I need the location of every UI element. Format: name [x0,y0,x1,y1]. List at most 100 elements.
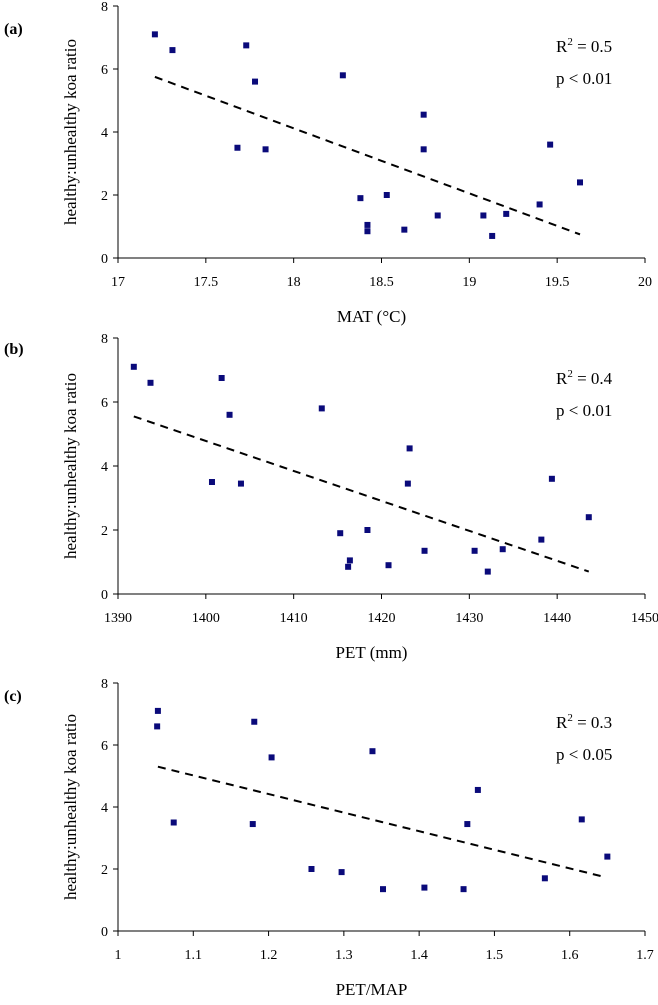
data-point [404,480,411,487]
data-point [421,547,428,554]
y-tick-label: 6 [101,396,108,411]
data-point [578,816,585,823]
r-squared-value: = 0.5 [573,37,612,56]
r-squared-superscript: 2 [567,712,573,724]
data-point [130,363,137,370]
x-tick-label: 18.5 [369,275,394,290]
y-tick-label: 6 [101,63,108,78]
data-point [364,228,371,235]
data-point [364,221,371,228]
y-tick-label: 6 [101,739,108,754]
x-tick-label: 1.6 [561,948,579,963]
data-point [420,111,427,118]
panel-c: (c) 0 2 4 6 8 1 1.1 1.2 1.3 1.4 1.5 1.6 1.7 PET/MAP hea… [4,677,654,999]
x-tick-label: 1.7 [636,948,654,963]
r-squared-superscript: 2 [567,368,573,380]
x-tick-label: 1420 [368,611,396,626]
panel-label: (b) [4,341,24,358]
data-point [471,547,478,554]
data-point [251,718,258,725]
y-tick-label: 2 [101,524,108,539]
x-tick-label: 1430 [455,611,483,626]
y-axis-title: healthy:unhealthy koa ratio [61,714,80,900]
data-point [489,232,496,239]
data-point [421,884,428,891]
trend-line [154,75,581,236]
x-tick-label: 1.3 [335,948,353,963]
data-point [460,886,467,893]
data-point [249,821,256,828]
data-point [585,514,592,521]
data-point [383,192,390,198]
y-axis-title: healthy:unhealthy koa ratio [61,39,80,225]
y-tick-label: 0 [101,925,108,940]
data-point [226,411,233,418]
p-value-label: p < 0.01 [556,401,612,420]
trend-line [133,415,590,573]
x-axis-title: PET/MAP [336,980,408,999]
panel-b: (b) 0 2 4 6 8 1390 1400 1410 1420 1430 1440 1450 PET … [4,332,658,662]
y-tick-label: 0 [101,252,108,267]
trend-line [157,765,604,878]
y-tick-label: 8 [101,0,108,15]
data-point [208,479,215,485]
data-point [308,866,315,872]
data-point [234,144,241,151]
data-point [503,210,510,217]
data-point [338,869,345,876]
y-axis-title: healthy:unhealthy koa ratio [61,373,80,559]
data-point [577,179,584,186]
data-point [536,201,543,208]
x-tick-label: 1.5 [486,948,504,963]
data-point [170,819,177,826]
y-tick-label: 8 [101,677,108,692]
x-tick-label: 1.1 [185,948,203,963]
data-point [364,527,371,533]
data-point [346,557,353,564]
x-axis-title: MAT (°C) [337,307,406,326]
data-point [541,875,548,882]
data-point [480,212,487,219]
r-squared-base: R [556,37,568,56]
data-point [474,786,481,793]
x-tick-label: 1400 [192,611,220,626]
data-point [401,226,408,233]
data-point [151,31,158,38]
data-point [339,72,346,79]
x-tick-label: 19 [462,275,476,290]
x-axis-title: PET (mm) [336,643,408,662]
data-point [345,563,352,570]
data-point [337,530,344,537]
y-tick-label: 4 [101,801,108,816]
r-squared-label: R2 = 0.5 [556,36,612,56]
x-tick-label: 1.2 [260,948,278,963]
panel-a: (a) 0 2 4 6 8 17 17.5 18 18.5 19 19.5 20 MAT (°C) heal… [4,0,652,326]
data-point [420,146,427,153]
r-squared-label: R2 = 0.4 [556,368,613,388]
data-point [154,723,161,730]
data-point [147,379,154,386]
x-tick-label: 19.5 [545,275,570,290]
p-value-label: p < 0.01 [556,69,612,88]
data-point [406,445,413,452]
data-point [237,480,244,487]
data-point [357,195,364,202]
x-tick-label: 1.4 [410,948,428,963]
data-point [318,405,325,412]
data-point [369,748,376,755]
y-tick-label: 2 [101,189,108,204]
data-point [154,707,161,714]
data-point [434,212,441,219]
data-point [262,146,269,153]
data-point [252,78,259,85]
x-tick-label: 17 [111,275,125,290]
y-tick-label: 8 [101,332,108,347]
panel-label: (c) [4,688,22,705]
data-point [169,47,176,54]
x-tick-label: 1390 [104,611,132,626]
x-tick-label: 1 [115,948,122,963]
data-point [547,141,554,148]
y-tick-label: 2 [101,863,108,878]
x-tick-label: 1410 [280,611,308,626]
